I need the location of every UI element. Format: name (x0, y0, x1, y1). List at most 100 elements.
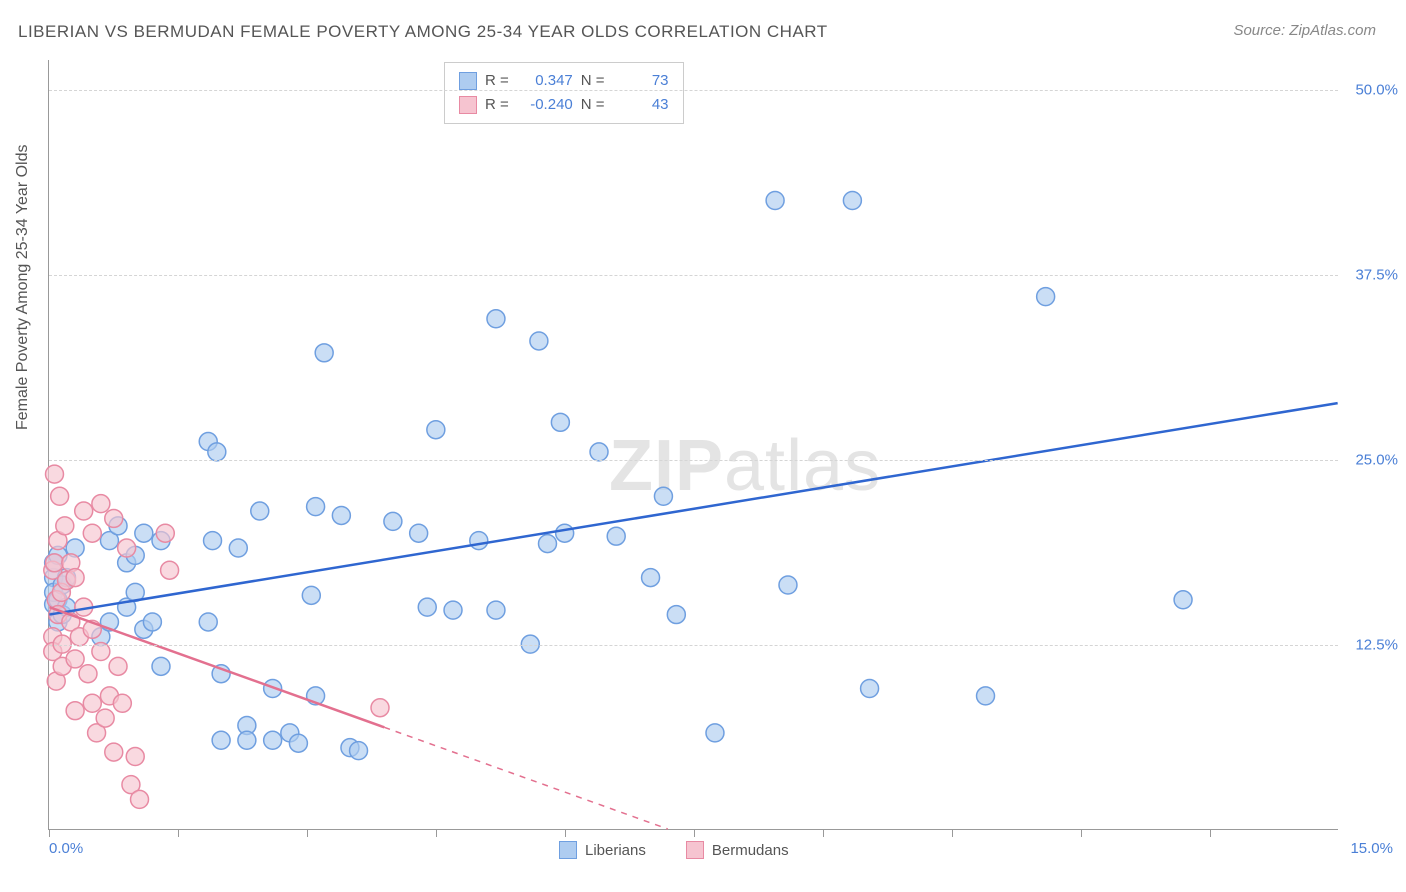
data-point (470, 532, 488, 550)
data-point (444, 601, 462, 619)
y-tick-label: 25.0% (1355, 451, 1398, 468)
data-point (56, 517, 74, 535)
data-point (1174, 591, 1192, 609)
data-point (83, 694, 101, 712)
bermudans-swatch-icon (459, 96, 477, 114)
legend-stats-row-2: R = -0.240 N = 43 (459, 93, 669, 117)
data-point (92, 495, 110, 513)
chart-title: LIBERIAN VS BERMUDAN FEMALE POVERTY AMON… (18, 22, 828, 42)
data-point (79, 665, 97, 683)
r-label: R = (485, 93, 509, 117)
data-point (350, 742, 368, 760)
y-axis-label: Female Poverty Among 25-34 Year Olds (14, 145, 32, 431)
data-point (264, 731, 282, 749)
data-point (51, 487, 69, 505)
trend-line (49, 403, 1337, 614)
data-point (204, 532, 222, 550)
data-point (251, 502, 269, 520)
data-point (208, 443, 226, 461)
legend-liberians-label: Liberians (585, 842, 646, 859)
x-tick (307, 829, 308, 837)
data-point (212, 731, 230, 749)
data-point (83, 524, 101, 542)
data-point (418, 598, 436, 616)
x-tick (49, 829, 50, 837)
gridline (49, 275, 1338, 276)
data-point (105, 509, 123, 527)
x-axis-end-label: 15.0% (1350, 840, 1393, 857)
legend-liberians: Liberians (559, 841, 646, 859)
data-point (642, 569, 660, 587)
data-point (332, 506, 350, 524)
legend-bermudans-label: Bermudans (712, 842, 789, 859)
data-point (307, 498, 325, 516)
data-point (131, 790, 149, 808)
chart-area: ZIPatlas R = 0.347 N = 73 R = -0.240 N =… (48, 60, 1338, 830)
data-point (96, 709, 114, 727)
data-point (410, 524, 428, 542)
data-point (109, 657, 127, 675)
data-point (238, 731, 256, 749)
data-point (977, 687, 995, 705)
data-point (667, 606, 685, 624)
x-tick (1081, 829, 1082, 837)
data-point (302, 586, 320, 604)
trend-line-extrapolated (384, 727, 667, 829)
data-point (315, 344, 333, 362)
data-point (113, 694, 131, 712)
gridline (49, 645, 1338, 646)
data-point (427, 421, 445, 439)
n-label: N = (581, 93, 605, 117)
data-point (66, 702, 84, 720)
data-point (199, 613, 217, 631)
x-tick (178, 829, 179, 837)
data-point (539, 535, 557, 553)
data-point (46, 465, 64, 483)
gridline (49, 90, 1338, 91)
data-point (706, 724, 724, 742)
x-tick (565, 829, 566, 837)
data-point (289, 734, 307, 752)
legend-bermudans: Bermudans (686, 841, 789, 859)
bermudans-swatch-icon (686, 841, 704, 859)
bermudans-r-value: -0.240 (517, 93, 573, 117)
data-point (861, 680, 879, 698)
data-point (152, 657, 170, 675)
x-tick (952, 829, 953, 837)
data-point (118, 539, 136, 557)
x-tick (1210, 829, 1211, 837)
data-point (766, 192, 784, 210)
scatter-plot (49, 60, 1338, 829)
legend-bottom: Liberians Bermudans (559, 841, 789, 859)
data-point (556, 524, 574, 542)
bermudans-n-value: 43 (613, 93, 669, 117)
liberians-swatch-icon (559, 841, 577, 859)
data-point (654, 487, 672, 505)
legend-stats-box: R = 0.347 N = 73 R = -0.240 N = 43 (444, 62, 684, 124)
data-point (75, 502, 93, 520)
data-point (487, 310, 505, 328)
data-point (135, 524, 153, 542)
x-axis-start-label: 0.0% (49, 840, 83, 857)
y-tick-label: 50.0% (1355, 81, 1398, 98)
x-tick (436, 829, 437, 837)
x-tick (823, 829, 824, 837)
data-point (156, 524, 174, 542)
gridline (49, 460, 1338, 461)
data-point (143, 613, 161, 631)
data-point (66, 569, 84, 587)
x-tick (694, 829, 695, 837)
y-tick-label: 37.5% (1355, 266, 1398, 283)
data-point (551, 413, 569, 431)
data-point (161, 561, 179, 579)
data-point (607, 527, 625, 545)
data-point (590, 443, 608, 461)
liberians-swatch-icon (459, 72, 477, 90)
data-point (229, 539, 247, 557)
y-tick-label: 12.5% (1355, 636, 1398, 653)
data-point (105, 743, 123, 761)
data-point (46, 554, 64, 572)
source-credit: Source: ZipAtlas.com (1233, 22, 1376, 39)
data-point (530, 332, 548, 350)
data-point (779, 576, 797, 594)
